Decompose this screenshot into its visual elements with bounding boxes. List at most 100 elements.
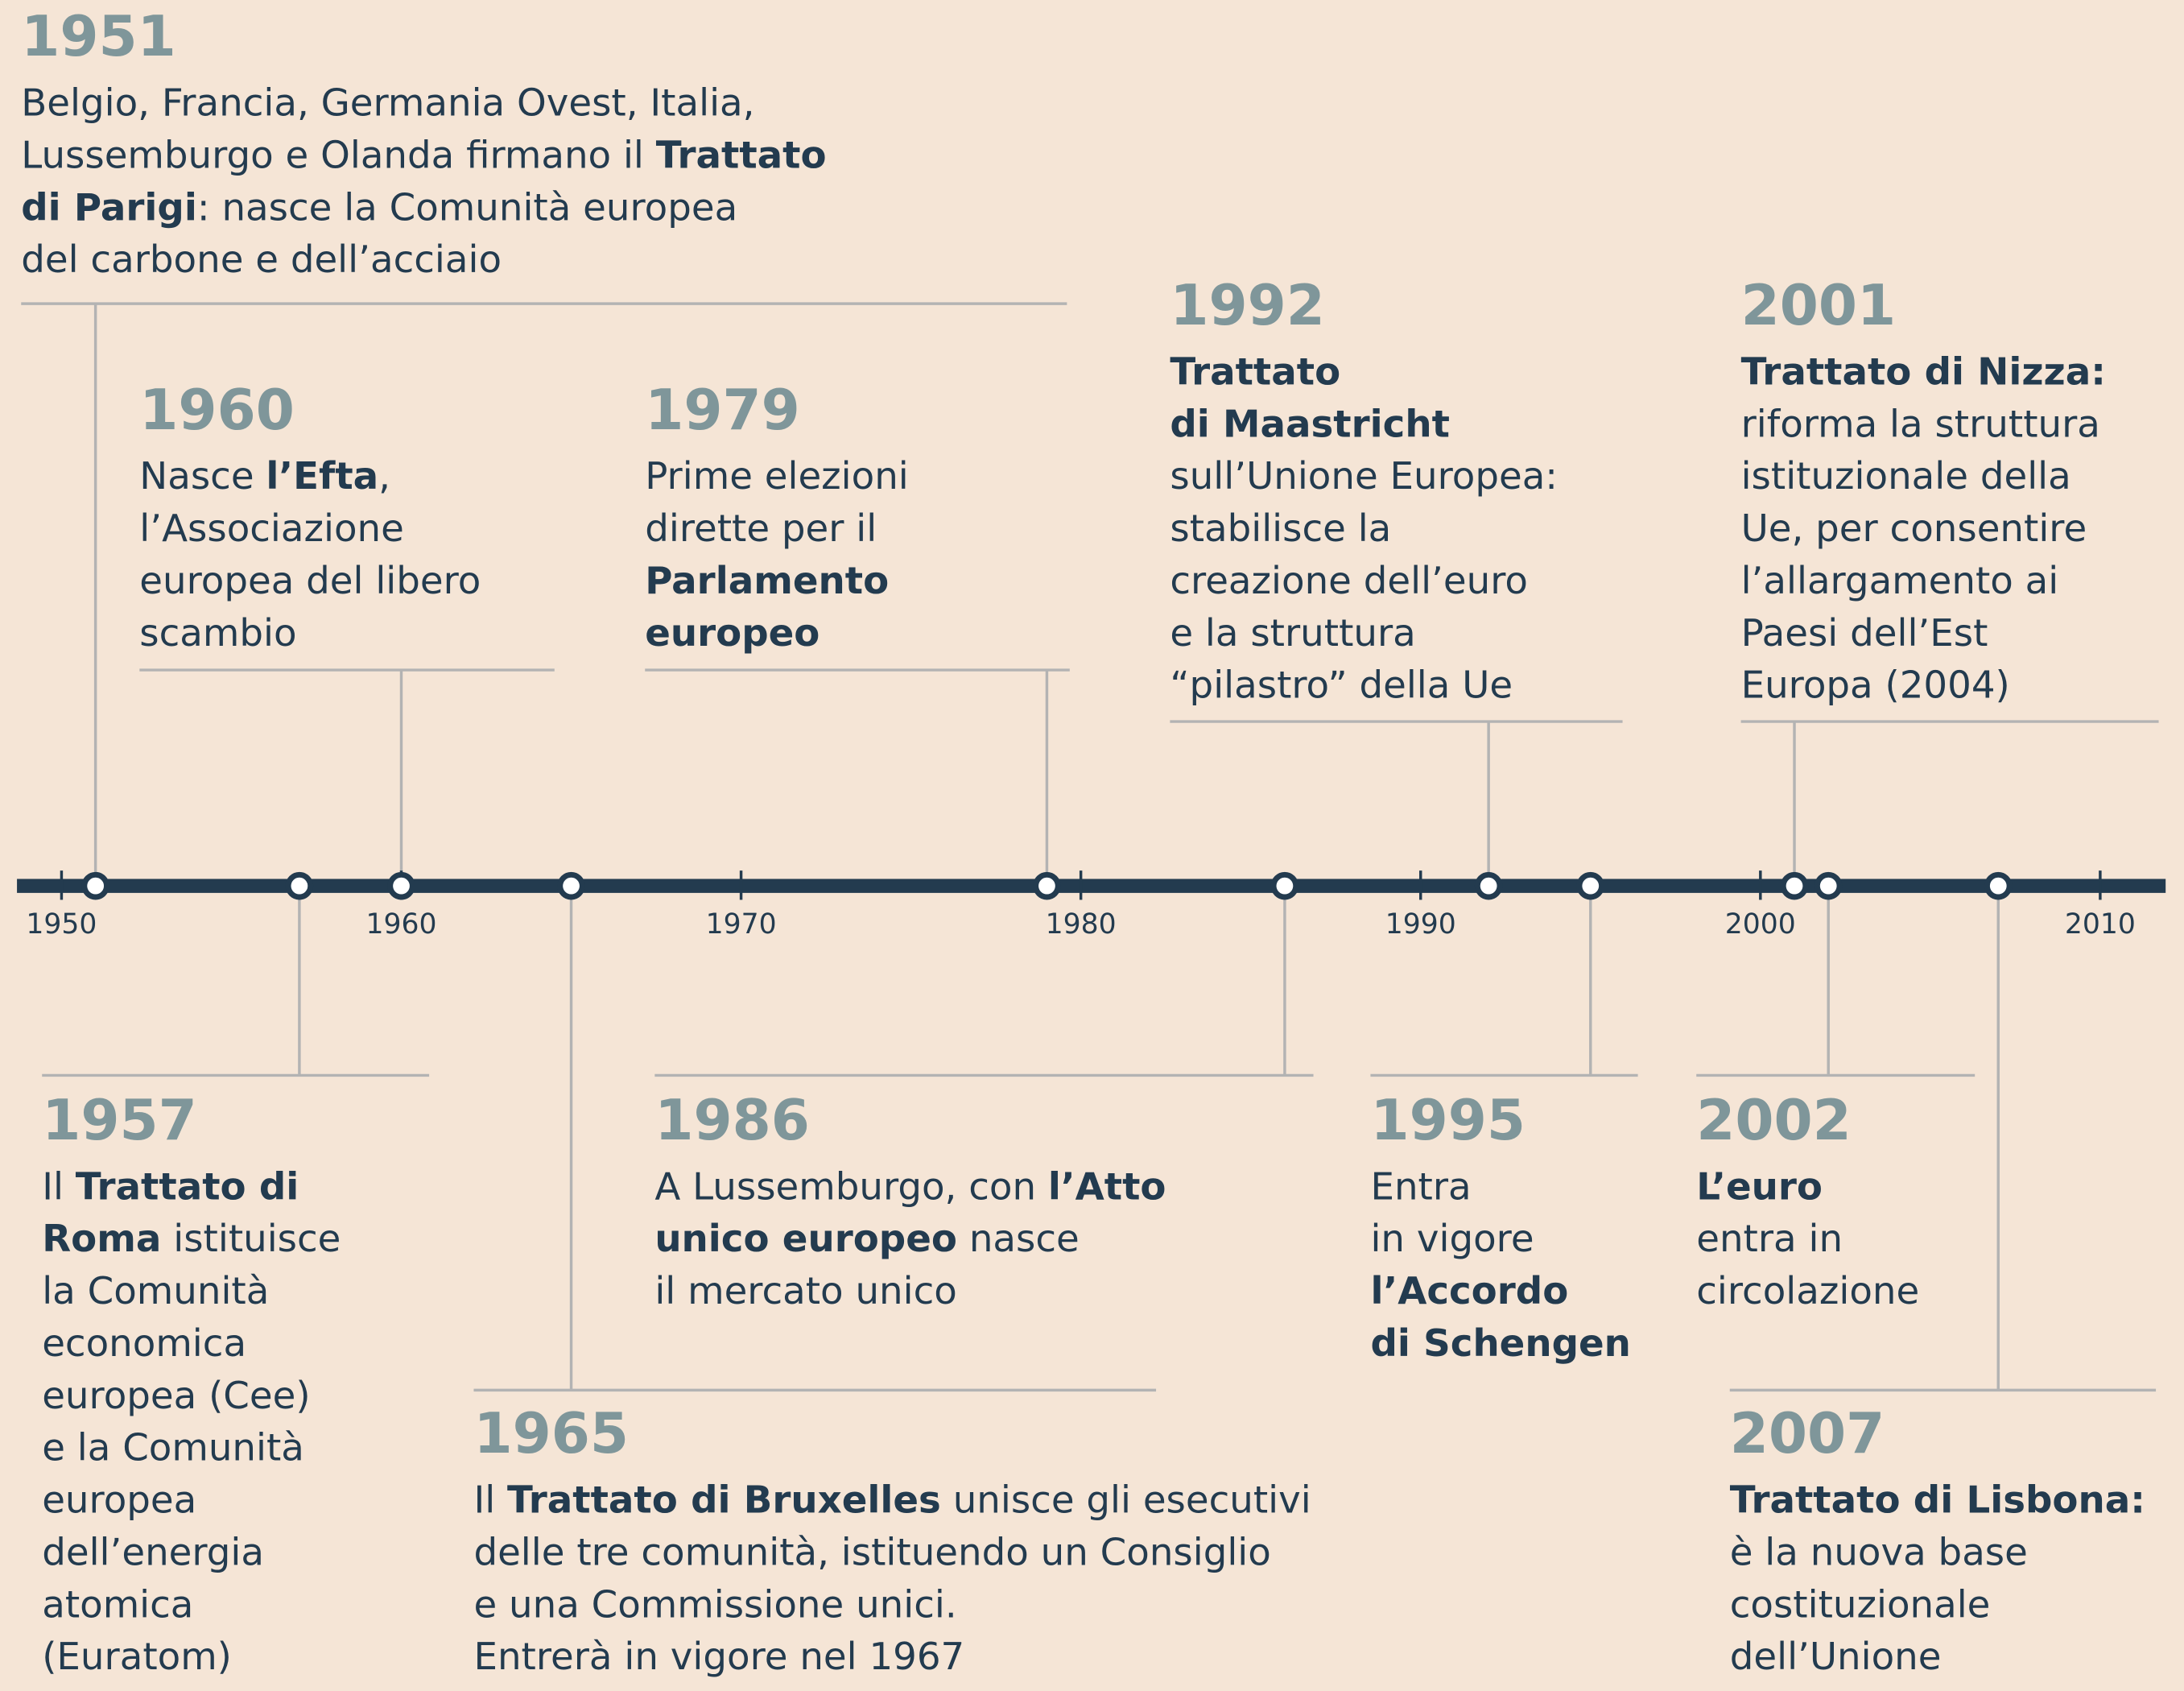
text-run: Parlamento <box>645 560 889 603</box>
text-run: Il <box>42 1165 76 1209</box>
text-run: A Lussemburgo, con <box>654 1165 1048 1209</box>
text-run: e una Commissione unici. <box>473 1583 956 1627</box>
tick-label: 1970 <box>706 908 777 941</box>
event-text-line: l’allargamento ai <box>1741 560 2059 603</box>
text-run: istituisce <box>161 1218 341 1261</box>
text-run: economica <box>42 1322 246 1366</box>
text-run: Trattato di Nizza: <box>1741 350 2106 394</box>
event-text-line: (Euratom) <box>42 1635 232 1679</box>
event-text-line: Trattato di Nizza: <box>1741 350 2106 394</box>
event-dot <box>81 871 109 900</box>
text-run: l’allargamento ai <box>1741 560 2059 603</box>
text-run: di Maastricht <box>1170 403 1450 446</box>
tick-label: 1980 <box>1046 908 1117 941</box>
event-text-line: Belgio, Francia, Germania Ovest, Italia, <box>21 82 754 126</box>
text-run: Entra <box>1370 1165 1471 1209</box>
event-text-line: Trattato di Lisbona: <box>1730 1479 2145 1523</box>
text-run: il mercato unico <box>654 1270 957 1313</box>
event-text-line: Il Trattato di <box>42 1165 299 1209</box>
text-run: e la Comunità <box>42 1427 304 1470</box>
event-dot <box>1576 871 1605 900</box>
text-run: europeo <box>645 612 820 655</box>
event-text-line: Lussemburgo e Olanda firmano il Trattato <box>21 134 826 177</box>
event-text-line: di Maastricht <box>1170 403 1450 446</box>
event-text-line: dirette per il <box>645 507 877 551</box>
event-text-line: Trattato <box>1170 350 1340 394</box>
event-dot <box>285 871 314 900</box>
event-text-line: europea <box>42 1479 196 1523</box>
event-text-line: il mercato unico <box>654 1270 957 1313</box>
event-text-line: di Parigi: nasce la Comunità europea <box>21 186 737 229</box>
tick-label: 2010 <box>2065 908 2136 941</box>
event-text-line: Roma istituisce <box>42 1218 341 1261</box>
text-run: Trattato di Lisbona: <box>1730 1479 2145 1523</box>
text-run: costituzionale <box>1730 1583 1991 1627</box>
event-year: 1951 <box>21 5 176 69</box>
text-run: l’Efta <box>266 455 378 498</box>
text-run: Trattato di Bruxelles <box>507 1479 941 1523</box>
text-run: : nasce la Comunità europea <box>197 186 737 229</box>
text-run: (Euratom) <box>42 1635 232 1679</box>
event-text-line: creazione dell’euro <box>1170 560 1528 603</box>
text-run: l’Associazione <box>139 507 404 551</box>
text-run: , <box>378 455 390 498</box>
event-text-line: delle tre comunità, istituendo un Consig… <box>473 1531 1270 1574</box>
event-text-line: Entrerà in vigore nel 1967 <box>473 1635 964 1679</box>
text-run: Paesi dell’Est <box>1741 612 1988 655</box>
text-run: riforma la struttura <box>1741 403 2100 446</box>
text-run: atomica <box>42 1583 193 1627</box>
event-text-line: l’Accordo <box>1370 1270 1568 1313</box>
text-run: Ue, per consentire <box>1741 507 2087 551</box>
event-text-line: Il Trattato di Bruxelles unisce gli esec… <box>473 1479 1311 1523</box>
text-run: sull’Unione Europea: <box>1170 455 1558 498</box>
event-text-line: e la struttura <box>1170 612 1415 655</box>
text-run: Il <box>473 1479 507 1523</box>
text-run: Trattato <box>1170 350 1340 394</box>
text-run: l’Atto <box>1048 1165 1166 1209</box>
text-run: europea del libero <box>139 560 481 603</box>
event-year: 1986 <box>654 1089 810 1153</box>
event-text-line: in vigore <box>1370 1218 1534 1261</box>
event-year: 1995 <box>1370 1089 1525 1153</box>
event-dot <box>1984 871 2013 900</box>
tick-label: 1960 <box>366 908 437 941</box>
text-run: L’euro <box>1696 1165 1823 1209</box>
text-run: istituzionale della <box>1741 455 2071 498</box>
text-run: la Comunità <box>42 1270 269 1313</box>
event-text-line: Entra <box>1370 1165 1471 1209</box>
event-dot <box>387 871 415 900</box>
text-run: Roma <box>42 1218 161 1261</box>
event-year: 1992 <box>1170 274 1325 338</box>
event-text-line: circolazione <box>1696 1270 1919 1313</box>
event-text-line: europea (Cee) <box>42 1375 310 1418</box>
event-text-line: Prime elezioni <box>645 455 909 498</box>
text-run: Europa (2004) <box>1741 664 2010 708</box>
text-run: Entrerà in vigore nel 1967 <box>473 1635 964 1679</box>
event-text-line: Paesi dell’Est <box>1741 612 1988 655</box>
event-year: 2007 <box>1730 1402 1885 1466</box>
text-run: “pilastro” della Ue <box>1170 664 1513 708</box>
event-dot <box>1270 871 1299 900</box>
text-run: l’Accordo <box>1370 1270 1568 1313</box>
event-text-line: Ue, per consentire <box>1741 507 2087 551</box>
event-text-line: è la nuova base <box>1730 1531 2028 1574</box>
event-year: 2002 <box>1696 1089 1852 1153</box>
tick-label: 1990 <box>1385 908 1456 941</box>
event-text-line: Nasce l’Efta, <box>139 455 390 498</box>
event-text-line: unico europeo nasce <box>654 1218 1079 1261</box>
event-text-line: e una Commissione unici. <box>473 1583 956 1627</box>
event-text-line: e la Comunità <box>42 1427 304 1470</box>
event-text-line: del carbone e dell’acciaio <box>21 238 502 282</box>
text-run: Belgio, Francia, Germania Ovest, Italia, <box>21 82 754 126</box>
text-run: Lussemburgo e Olanda firmano il <box>21 134 655 177</box>
text-run: unico europeo <box>654 1218 957 1261</box>
text-run: di Parigi <box>21 186 197 229</box>
event-text-line: dell’energia <box>42 1531 264 1574</box>
event-text-line: europeo <box>645 612 820 655</box>
event-dot <box>1474 871 1503 900</box>
event-text-line: di Schengen <box>1370 1322 1630 1366</box>
event-text-line: A Lussemburgo, con l’Atto <box>654 1165 1166 1209</box>
event-year: 1965 <box>473 1402 629 1466</box>
text-run: Trattato <box>656 134 827 177</box>
